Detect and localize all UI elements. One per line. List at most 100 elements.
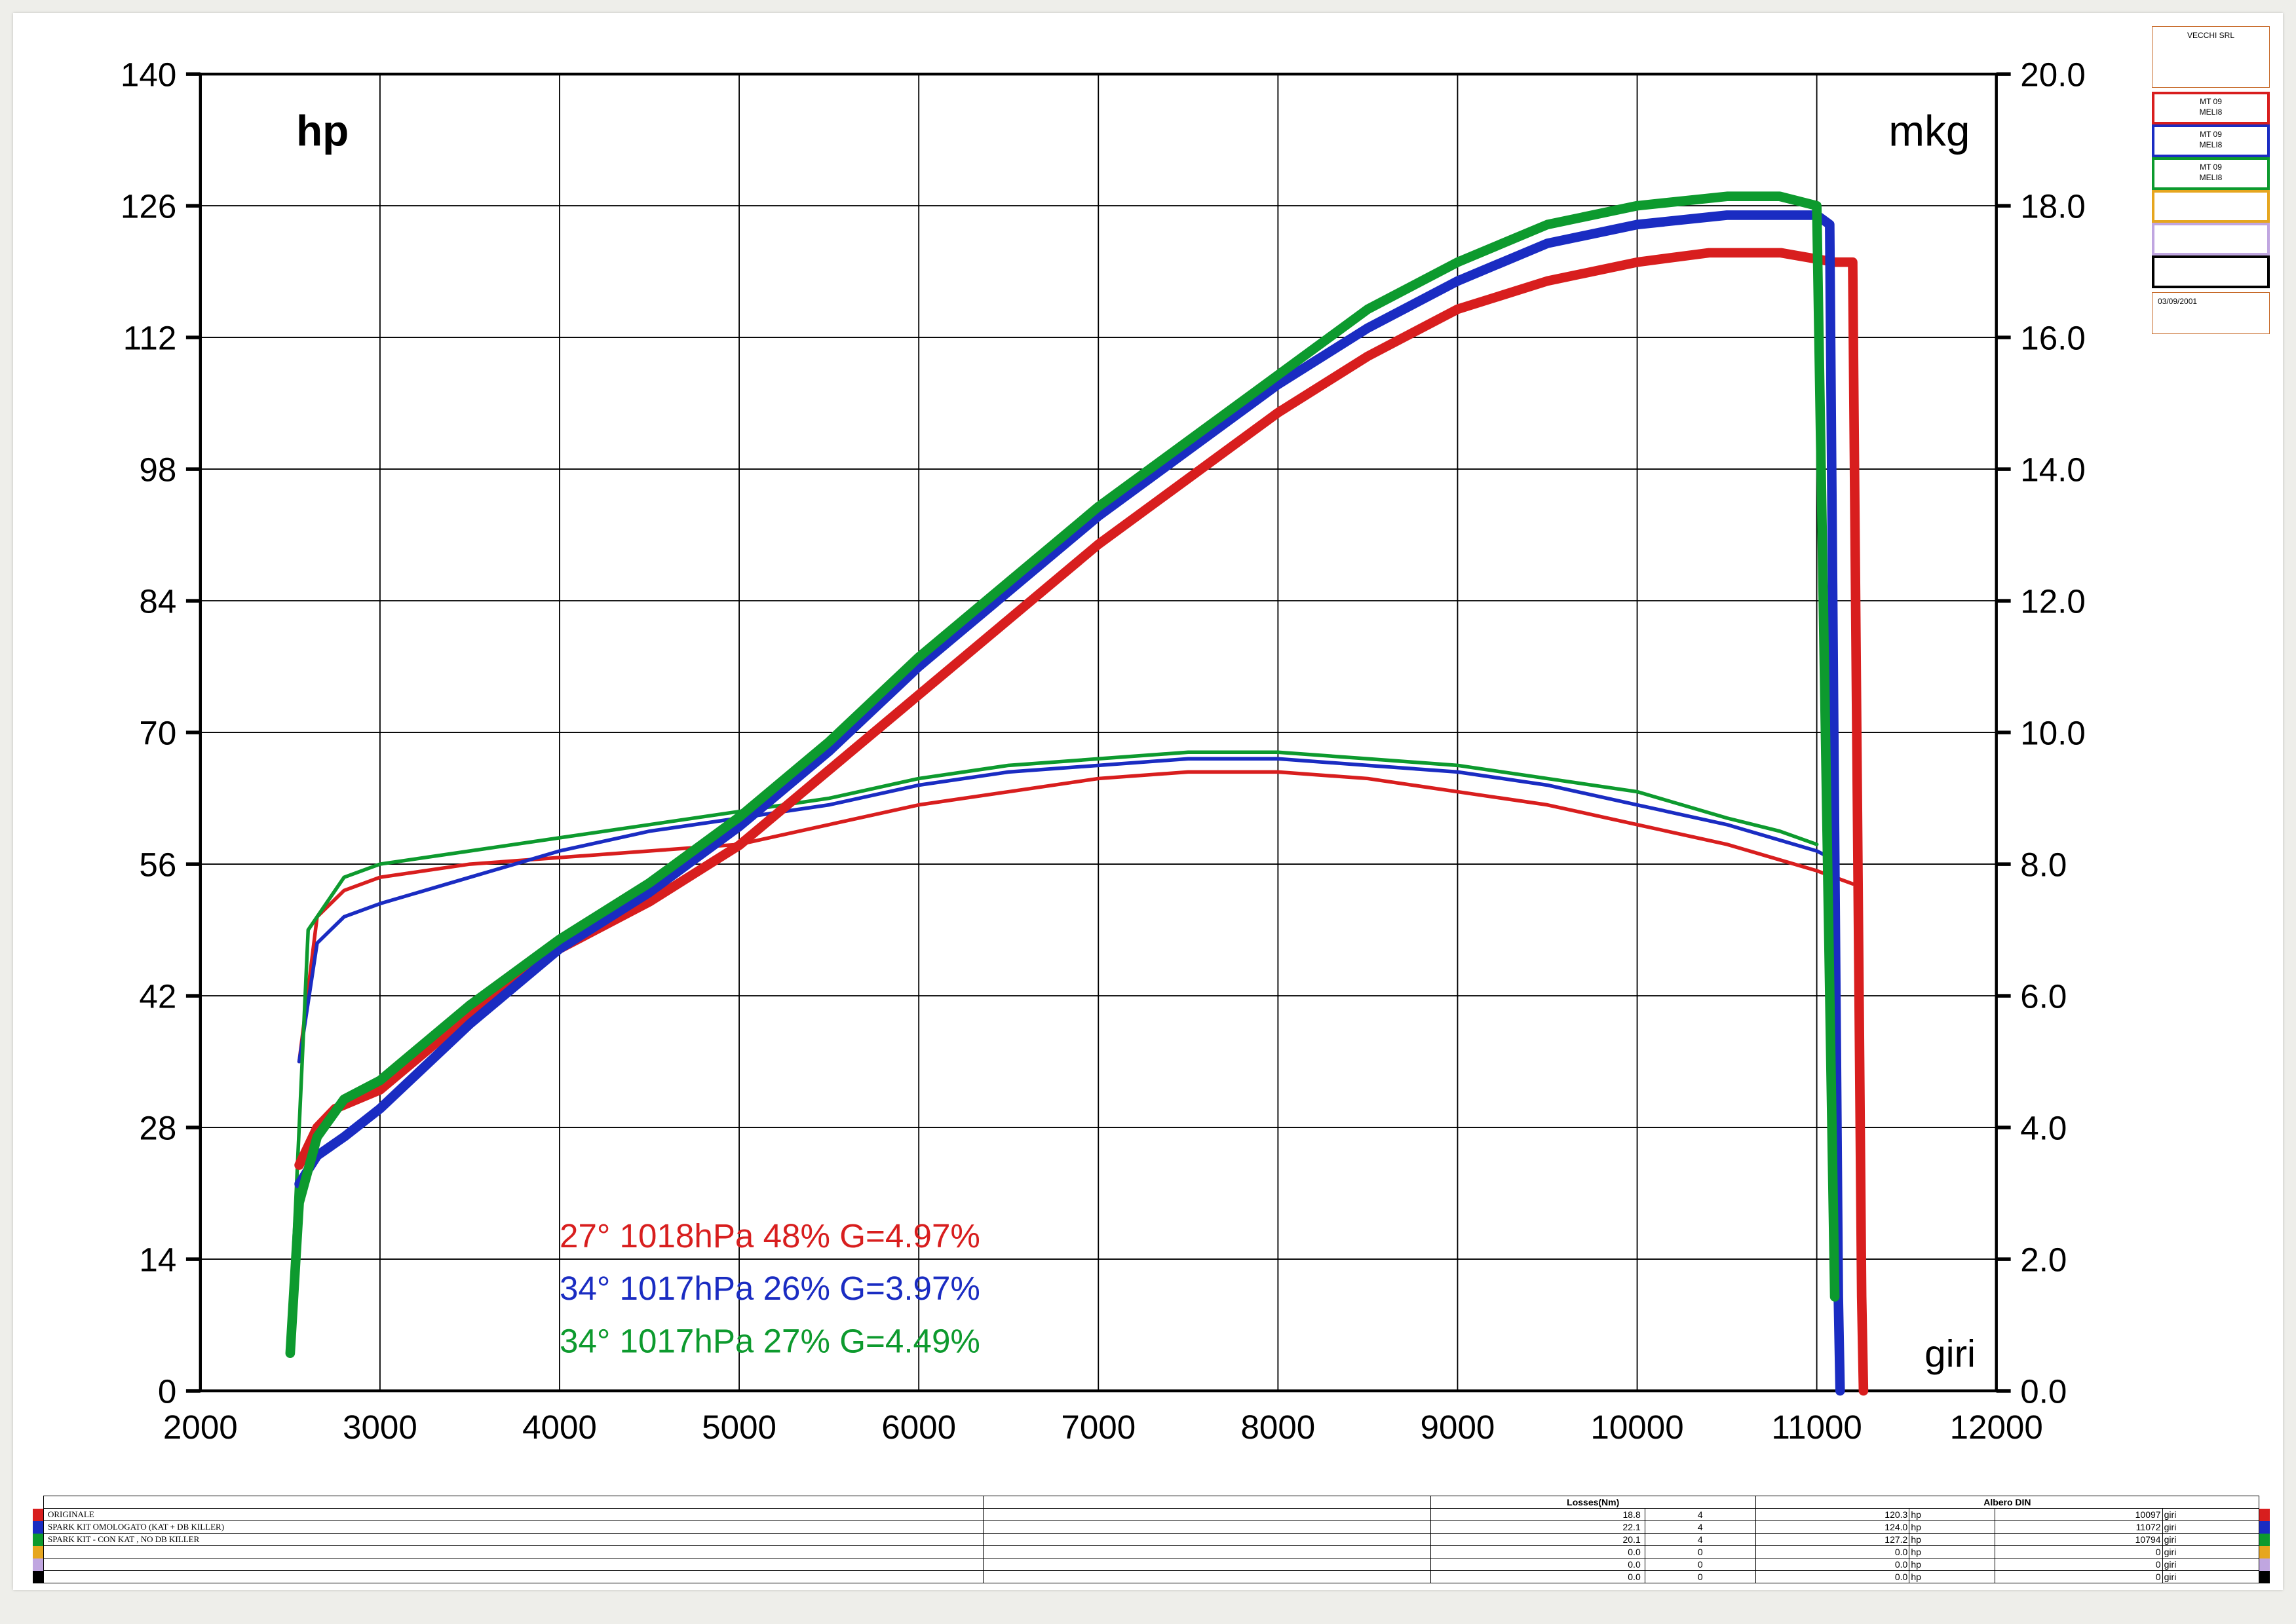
row-hp: 0.0 bbox=[1755, 1546, 1909, 1558]
row-blank bbox=[983, 1534, 1430, 1546]
svg-text:14.0: 14.0 bbox=[2020, 451, 2086, 488]
row-swatch-r bbox=[2259, 1521, 2270, 1534]
legend-box-5 bbox=[2152, 255, 2270, 288]
row-giri: 0 bbox=[1995, 1558, 2162, 1571]
svg-text:112: 112 bbox=[123, 319, 177, 356]
row-swatch-r bbox=[2259, 1571, 2270, 1583]
svg-text:hp: hp bbox=[296, 107, 349, 155]
svg-text:84: 84 bbox=[139, 582, 176, 620]
row-giri-unit: giri bbox=[2162, 1534, 2259, 1546]
row-swatch-r bbox=[2259, 1534, 2270, 1546]
svg-text:4000: 4000 bbox=[522, 1408, 597, 1446]
table-row: 0.000.0hp0giri bbox=[33, 1558, 2270, 1571]
row-swatch bbox=[33, 1571, 44, 1583]
svg-text:10.0: 10.0 bbox=[2020, 714, 2086, 751]
row-n: 4 bbox=[1645, 1521, 1755, 1534]
svg-text:5000: 5000 bbox=[702, 1408, 776, 1446]
row-swatch bbox=[33, 1546, 44, 1558]
company-box: VECCHI SRL bbox=[2152, 26, 2270, 88]
legend-l2: MELI8 bbox=[2158, 173, 2263, 183]
svg-text:11000: 11000 bbox=[1771, 1408, 1862, 1446]
table-row: SPARK KIT - CON KAT , NO DB KILLER20.141… bbox=[33, 1534, 2270, 1546]
svg-text:mkg: mkg bbox=[1888, 107, 1970, 155]
svg-text:0.0: 0.0 bbox=[2020, 1372, 2067, 1410]
row-desc: ORIGINALE bbox=[44, 1509, 984, 1521]
row-blank bbox=[983, 1571, 1430, 1583]
date-box: 03/09/2001 bbox=[2152, 292, 2270, 334]
table-row: 0.000.0hp0giri bbox=[33, 1571, 2270, 1583]
row-n: 0 bbox=[1645, 1558, 1755, 1571]
svg-text:14: 14 bbox=[139, 1241, 176, 1278]
row-n: 4 bbox=[1645, 1534, 1755, 1546]
row-swatch bbox=[33, 1558, 44, 1571]
svg-text:7000: 7000 bbox=[1061, 1408, 1136, 1446]
svg-text:140: 140 bbox=[121, 56, 176, 93]
dyno-chart: 2000300040005000600070008000900010000110… bbox=[33, 26, 2140, 1486]
svg-text:27° 1018hPa 48% G=4.97%: 27° 1018hPa 48% G=4.97% bbox=[560, 1217, 980, 1255]
row-hp-unit: hp bbox=[1909, 1521, 1995, 1534]
svg-text:20.0: 20.0 bbox=[2020, 56, 2086, 93]
row-hp-unit: hp bbox=[1909, 1546, 1995, 1558]
svg-text:4.0: 4.0 bbox=[2020, 1109, 2067, 1146]
row-giri: 10794 bbox=[1995, 1534, 2162, 1546]
row-hp-unit: hp bbox=[1909, 1558, 1995, 1571]
legend-l1: MT 09 bbox=[2158, 97, 2263, 107]
row-blank bbox=[983, 1546, 1430, 1558]
row-hp: 0.0 bbox=[1755, 1571, 1909, 1583]
svg-text:10000: 10000 bbox=[1590, 1408, 1683, 1446]
date-value: 03/09/2001 bbox=[2158, 297, 2197, 306]
row-hp-unit: hp bbox=[1909, 1534, 1995, 1546]
losses-header: Losses(Nm) bbox=[1430, 1496, 1755, 1509]
legend-l1: MT 09 bbox=[2158, 162, 2263, 173]
row-desc bbox=[44, 1546, 984, 1558]
svg-text:18.0: 18.0 bbox=[2020, 187, 2086, 225]
side-panel: VECCHI SRL MT 09MELI8MT 09MELI8MT 09MELI… bbox=[2152, 26, 2270, 1486]
row-giri: 0 bbox=[1995, 1546, 2162, 1558]
legend-box-3 bbox=[2152, 190, 2270, 223]
row-giri-unit: giri bbox=[2162, 1558, 2259, 1571]
legend-box-1: MT 09MELI8 bbox=[2152, 124, 2270, 157]
row-swatch-r bbox=[2259, 1509, 2270, 1521]
svg-text:giri: giri bbox=[1924, 1333, 1976, 1376]
row-blank bbox=[983, 1521, 1430, 1534]
svg-text:42: 42 bbox=[139, 977, 176, 1015]
row-swatch bbox=[33, 1521, 44, 1534]
row-blank bbox=[983, 1509, 1430, 1521]
results-table: Losses(Nm)Albero DINORIGINALE18.84120.3h… bbox=[33, 1496, 2270, 1583]
row-swatch bbox=[33, 1534, 44, 1546]
row-loss: 0.0 bbox=[1430, 1571, 1645, 1583]
legend-box-0: MT 09MELI8 bbox=[2152, 92, 2270, 124]
svg-text:2000: 2000 bbox=[163, 1408, 238, 1446]
svg-text:12.0: 12.0 bbox=[2020, 582, 2086, 620]
legend-l1: MT 09 bbox=[2158, 130, 2263, 140]
svg-text:3000: 3000 bbox=[343, 1408, 417, 1446]
row-giri-unit: giri bbox=[2162, 1571, 2259, 1583]
row-giri: 0 bbox=[1995, 1571, 2162, 1583]
svg-text:6000: 6000 bbox=[881, 1408, 956, 1446]
row-hp: 127.2 bbox=[1755, 1534, 1909, 1546]
row-hp-unit: hp bbox=[1909, 1509, 1995, 1521]
row-giri: 10097 bbox=[1995, 1509, 2162, 1521]
row-desc bbox=[44, 1558, 984, 1571]
row-giri-unit: giri bbox=[2162, 1509, 2259, 1521]
row-n: 0 bbox=[1645, 1546, 1755, 1558]
legend-box-2: MT 09MELI8 bbox=[2152, 157, 2270, 190]
row-hp: 0.0 bbox=[1755, 1558, 1909, 1571]
row-desc bbox=[44, 1571, 984, 1583]
row-swatch-r bbox=[2259, 1546, 2270, 1558]
legend-l2: MELI8 bbox=[2158, 107, 2263, 118]
chart-svg: 2000300040005000600070008000900010000110… bbox=[33, 26, 2140, 1486]
legend-box-4 bbox=[2152, 223, 2270, 255]
row-hp: 120.3 bbox=[1755, 1509, 1909, 1521]
row-loss: 18.8 bbox=[1430, 1509, 1645, 1521]
row-loss: 0.0 bbox=[1430, 1558, 1645, 1571]
svg-text:56: 56 bbox=[139, 846, 176, 883]
company-name: VECCHI SRL bbox=[2187, 31, 2234, 40]
row-n: 0 bbox=[1645, 1571, 1755, 1583]
svg-text:9000: 9000 bbox=[1421, 1408, 1495, 1446]
row-swatch bbox=[33, 1509, 44, 1521]
legend-l2: MELI8 bbox=[2158, 140, 2263, 151]
svg-text:34° 1017hPa 27% G=4.49%: 34° 1017hPa 27% G=4.49% bbox=[560, 1323, 980, 1360]
row-loss: 22.1 bbox=[1430, 1521, 1645, 1534]
svg-text:0: 0 bbox=[158, 1372, 176, 1410]
